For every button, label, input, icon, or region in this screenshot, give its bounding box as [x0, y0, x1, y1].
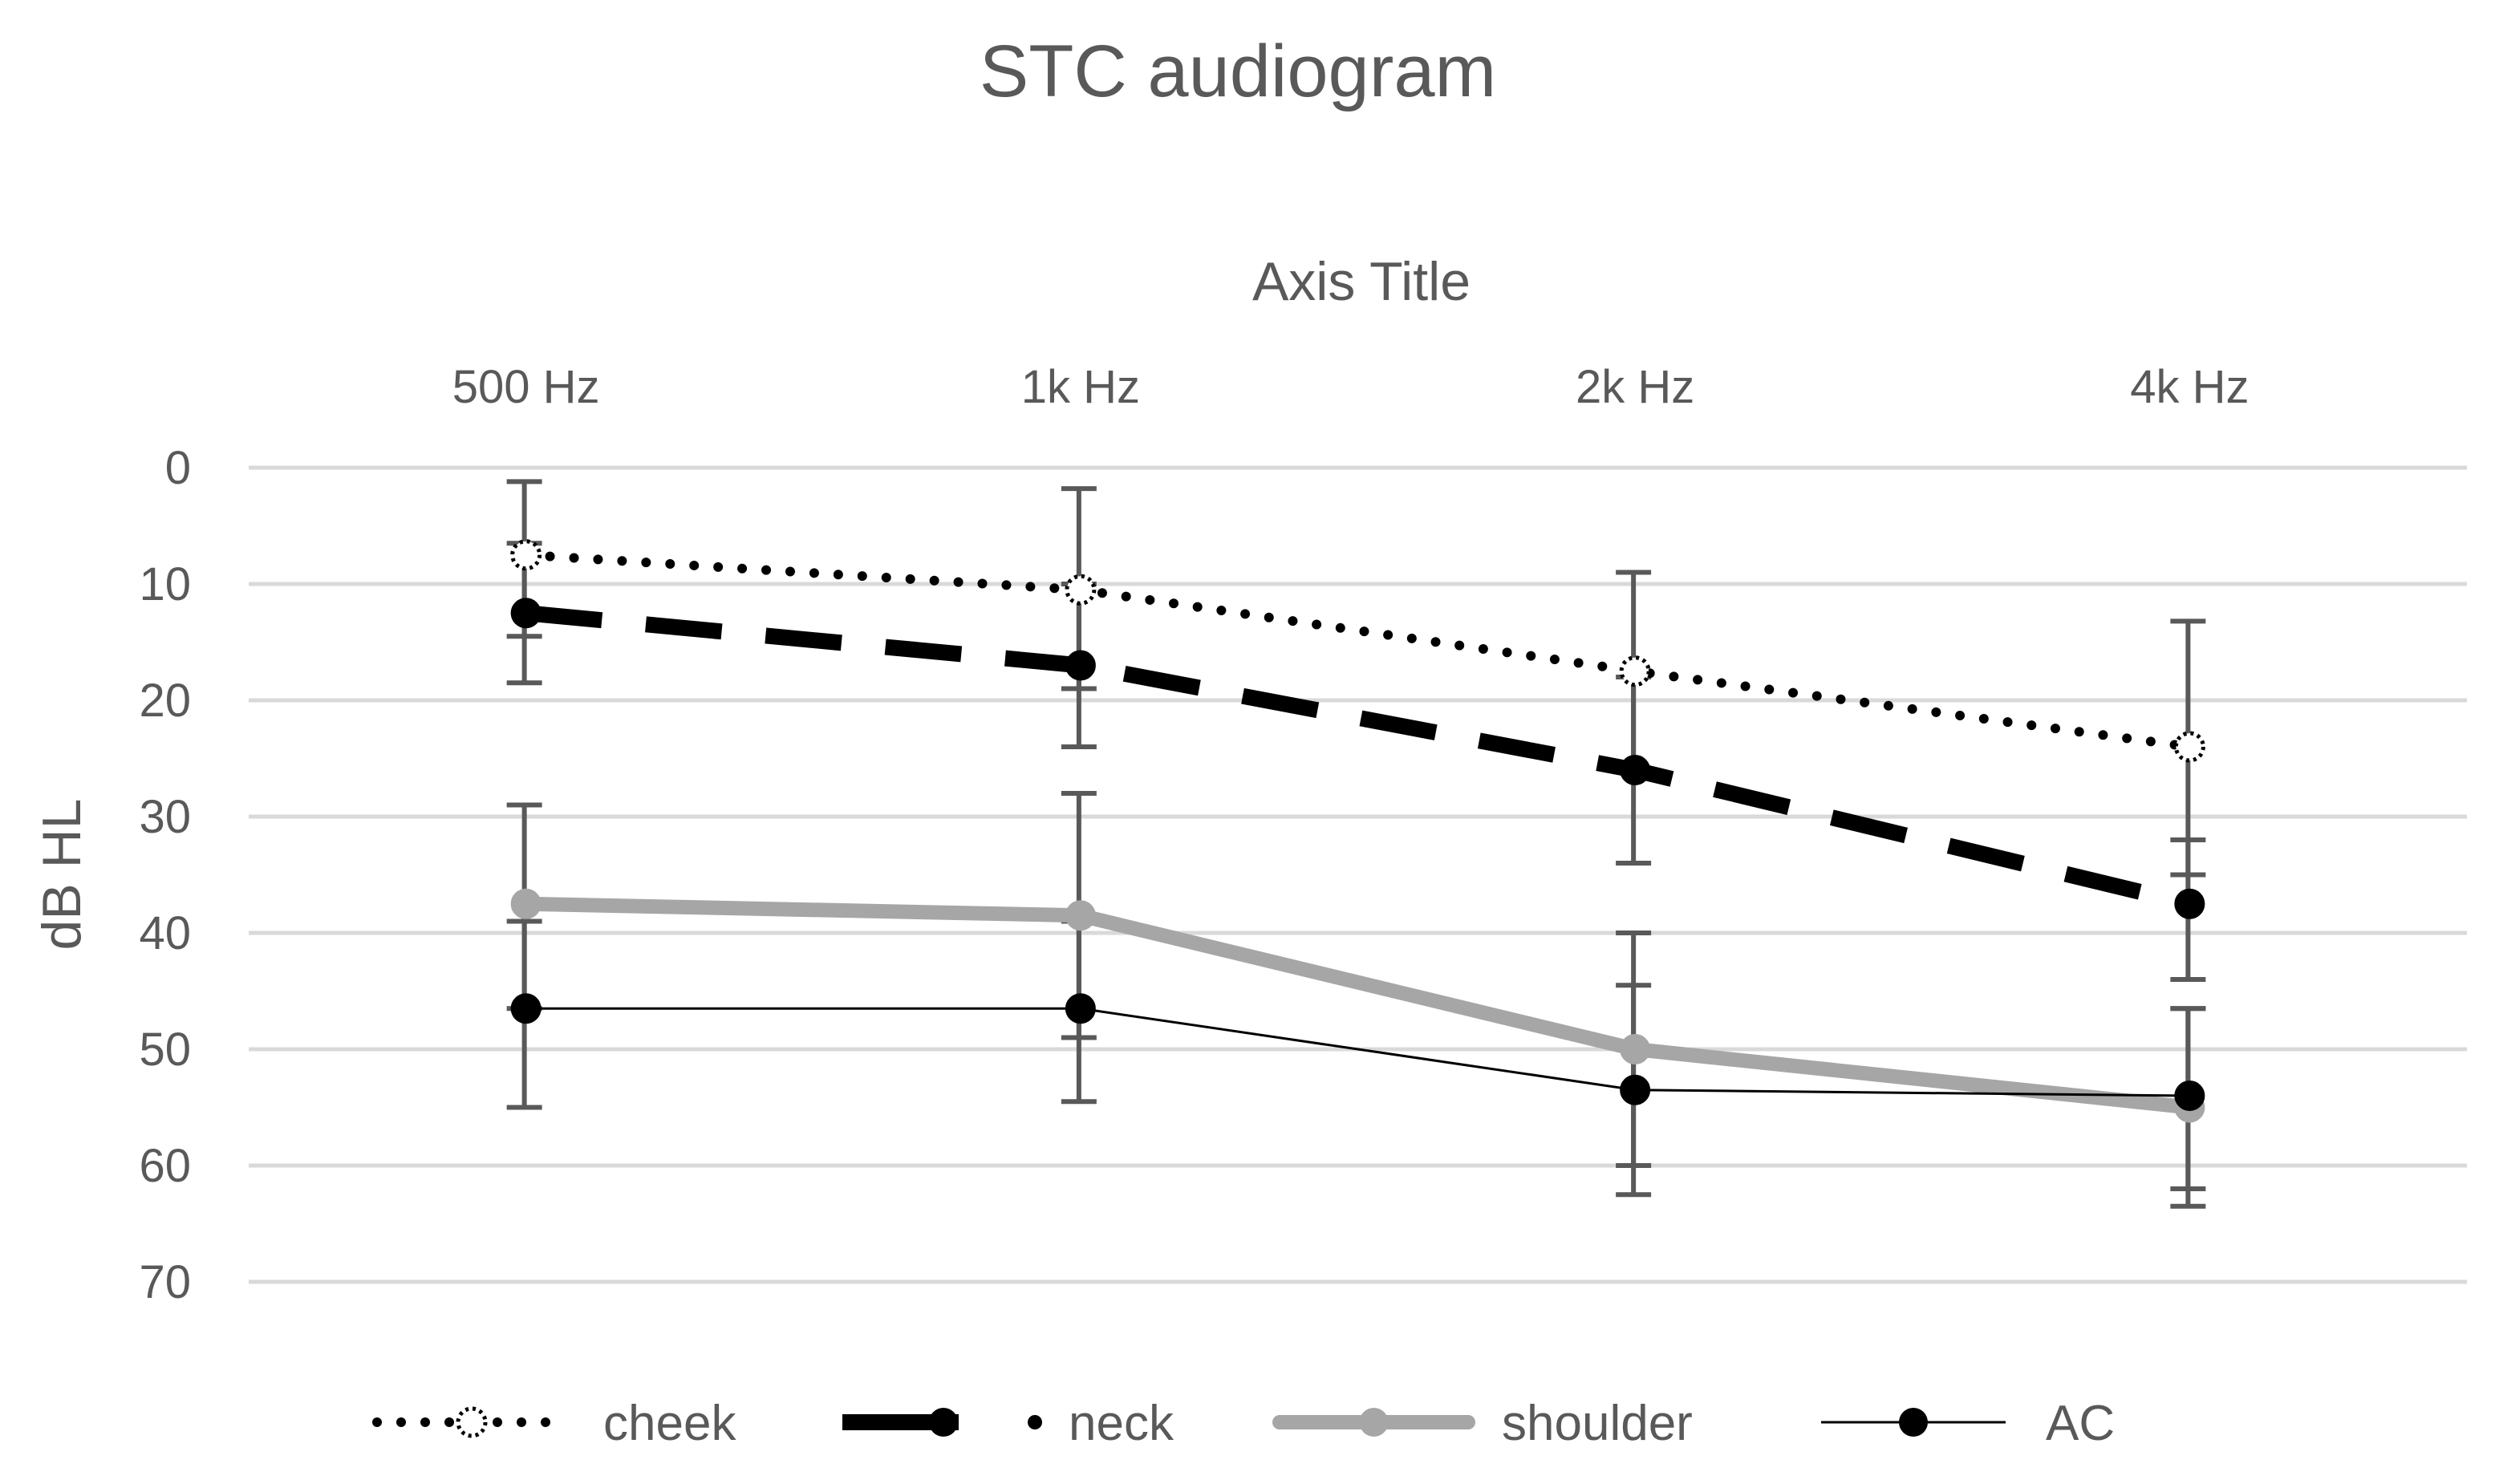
chart-title: STC audiogram — [980, 30, 1496, 112]
legend-marker — [929, 1408, 958, 1437]
y-axis-title: dB HL — [31, 799, 92, 951]
gridlines — [249, 465, 2467, 1284]
data-point — [510, 993, 542, 1024]
x-tick-label: 4k Hz — [2130, 361, 2249, 413]
data-point — [510, 888, 542, 919]
y-tick-label: 50 — [139, 1024, 191, 1076]
data-point — [1065, 574, 1097, 606]
y-tick-label: 60 — [139, 1140, 191, 1192]
legend-item-ac: AC — [1821, 1396, 2115, 1451]
data-point — [510, 539, 542, 571]
legend-label: cheek — [603, 1396, 736, 1451]
error-bars-ac — [506, 918, 2206, 1198]
series-line-shoulder — [518, 896, 2197, 1115]
series-line-neck — [525, 605, 2192, 912]
x-tick-label: 1k Hz — [1021, 361, 1140, 413]
error-bars-shoulder — [506, 791, 2206, 1209]
series-line-cheek — [521, 549, 2195, 752]
x-tick-label: 2k Hz — [1576, 361, 1694, 413]
legend-marker — [1359, 1408, 1389, 1437]
series-neck — [510, 598, 2205, 919]
data-point — [1620, 755, 1651, 785]
x-axis-title: Axis Title — [1252, 251, 1471, 312]
series-ac — [510, 993, 2205, 1111]
legend-marker — [456, 1406, 488, 1438]
legend-item-cheek: cheek — [372, 1396, 736, 1451]
data-point — [2173, 731, 2205, 763]
x-tick-label: 500 Hz — [452, 361, 600, 413]
legend-label: shoulder — [1502, 1396, 1693, 1451]
data-point — [510, 598, 542, 629]
y-tick-labels: 0 10 20 30 40 50 60 70 — [139, 442, 191, 1308]
series-group — [506, 479, 2206, 1209]
data-point — [1620, 1074, 1651, 1105]
series-line-ac — [525, 1007, 2190, 1097]
data-point — [2174, 888, 2205, 919]
y-tick-label: 40 — [139, 907, 191, 959]
data-point — [1065, 900, 1096, 931]
y-tick-label: 30 — [139, 791, 191, 843]
legend-item-neck: neck — [842, 1396, 1174, 1451]
x-tick-labels: 500 Hz 1k Hz 2k Hz 4k Hz — [452, 361, 2250, 413]
data-point — [1065, 650, 1096, 681]
y-tick-label: 0 — [165, 442, 191, 494]
data-point — [2174, 1081, 2205, 1111]
y-tick-label: 10 — [139, 558, 191, 610]
legend-label: neck — [1069, 1396, 1174, 1451]
legend: cheek neck shoulder AC — [372, 1396, 2115, 1451]
legend-label: AC — [2046, 1396, 2115, 1451]
y-tick-label: 20 — [139, 675, 191, 727]
data-point — [1065, 993, 1096, 1024]
legend-marker — [1899, 1408, 1928, 1437]
legend-item-shoulder: shoulder — [1272, 1396, 1693, 1451]
data-point — [1619, 655, 1651, 687]
series-cheek — [510, 539, 2205, 763]
series-shoulder — [510, 888, 2205, 1123]
y-tick-label: 70 — [139, 1256, 191, 1308]
data-point — [1620, 1034, 1651, 1064]
legend-swatch-dot — [1028, 1415, 1042, 1429]
